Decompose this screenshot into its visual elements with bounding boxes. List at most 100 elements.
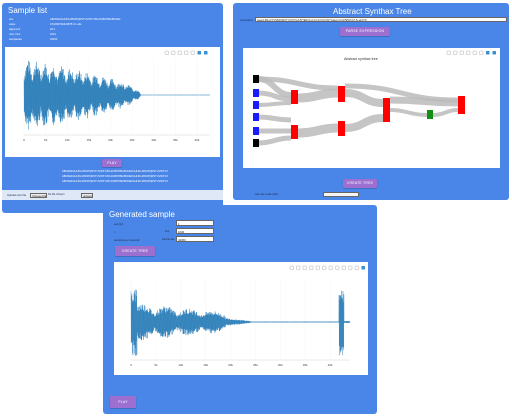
sample-list-title: Sample list (8, 6, 48, 15)
modebar-icon (190, 50, 195, 55)
modebar-icon (492, 51, 496, 55)
sample-rate-input[interactable]: 44000 (176, 236, 214, 242)
freq-input[interactable]: 1000 (176, 228, 214, 234)
modebar-icon (335, 265, 340, 270)
waveform-series (130, 289, 351, 356)
x-tick-label: 5k (44, 138, 48, 142)
no-file-text: No file chosen (48, 193, 65, 196)
choose-file-button[interactable]: Choose File (30, 192, 47, 198)
function-node (427, 110, 433, 119)
field-hint: freq (165, 230, 170, 233)
modebar-icon (302, 265, 307, 270)
info-key: num. bins (9, 33, 21, 36)
own-tree-label: Use own node track (255, 193, 278, 196)
modebar-icon (479, 50, 484, 55)
x-tick-label: 35k (303, 363, 308, 367)
modebar-icon (315, 265, 320, 270)
waveform-plot-2: 0 5k 10k 15k 20k 25k 30k 35k 40k (130, 265, 372, 367)
x-tick-label: 40k (328, 363, 333, 367)
x-tick-label: 10k (178, 363, 183, 367)
create-tree-button[interactable]: CREATE TREE (343, 179, 377, 188)
field-label: expr(x) (114, 222, 124, 226)
modebar-icon (171, 50, 176, 55)
waveform-plot-1: 0 5k 10k 15k 20k 25k 30k 35k 40k (23, 50, 211, 142)
modebar-icon (197, 51, 201, 55)
root-node (458, 96, 465, 114)
tree-link (432, 108, 459, 117)
info-key: samplerate (9, 38, 22, 41)
expr-input[interactable]: 1 (176, 220, 214, 226)
x-tick-label: 0 (130, 363, 132, 367)
operator-node (383, 98, 390, 122)
own-tree-input[interactable] (323, 192, 359, 197)
modebar-icon (204, 51, 208, 55)
sample-waveform-chart[interactable]: 0 5k 10k 15k 20k 25k 30k 35k 40k (5, 47, 220, 157)
tree-chart-title: Abstract synthax tree (344, 57, 378, 61)
tree-link (389, 108, 428, 117)
modebar-icon (177, 50, 182, 55)
tree-link (297, 123, 339, 138)
sample-list-panel: Sample list text ABCDEFGHIJKLMNOPQRSTUVW… (2, 3, 223, 213)
sample-text-line: ABCDEFGHIJKLMNOPQRSTUVWXYZ0123456789ABCD… (62, 170, 168, 173)
modebar-icon (309, 265, 314, 270)
info-value: 44100 (50, 38, 58, 41)
x-tick-label: 20k (108, 138, 113, 142)
upload-row: Upload own file Choose File No file chos… (2, 190, 223, 200)
modebar-icon (354, 265, 359, 270)
modebar-icon (164, 50, 169, 55)
tree-link (257, 90, 292, 102)
modebar-icon (453, 50, 458, 55)
syntax-tree-panel: Abstract Synthax Tree expression: (saw(x… (233, 3, 509, 200)
tree-link (344, 83, 459, 103)
syntax-tree-title: Abstract Synthax Tree (333, 7, 412, 16)
syntax-tree-chart[interactable]: Abstract synthax tree (243, 48, 500, 168)
upload-button[interactable]: upload (81, 192, 93, 198)
generated-sample-panel: Generated sample expr(x) 1 t freq 1000 s… (103, 205, 377, 414)
x-tick-label: 40k (195, 138, 200, 142)
tree-link (344, 114, 384, 132)
operator-node (291, 90, 298, 104)
field-hint: sample rate (162, 238, 175, 241)
tree-link (389, 96, 459, 107)
sample-text-line: ABCDEFGHIJKLMNOPQRSTUVWXYZ0123456789ABCD… (62, 175, 168, 178)
leaf-node (253, 127, 259, 135)
plot-modebar (446, 50, 496, 55)
x-tick-label: 30k (278, 363, 283, 367)
expression-input[interactable]: (saw(x,80)+0.5*((SIN(SIN(X*1.5))*0.5+0.5… (255, 17, 507, 22)
tree-link (297, 88, 339, 103)
operator-node (338, 86, 345, 102)
tree-link (257, 76, 339, 91)
modebar-icon (289, 265, 294, 270)
x-tick-label: 25k (130, 138, 135, 142)
x-tick-label: 25k (253, 363, 258, 367)
generated-create-tree-button[interactable]: CREATE TREE (115, 246, 155, 256)
operator-node (338, 121, 345, 136)
modebar-icon (296, 265, 301, 270)
generated-waveform-chart[interactable]: 0 5k 10k 15k 20k 25k 30k 35k 40k (114, 262, 372, 375)
plot-modebar (164, 50, 208, 55)
leaf-node (253, 113, 259, 121)
x-tick-label: 30k (151, 138, 156, 142)
play-button[interactable]: PLAY (102, 159, 122, 167)
leaf-node (253, 101, 259, 109)
parse-expression-button[interactable]: PARSE EXPRESSION (340, 27, 390, 36)
info-key: text (9, 18, 14, 21)
x-tick-label: 15k (203, 363, 208, 367)
modebar-icon (184, 50, 189, 55)
leaf-node (253, 75, 259, 83)
modebar-icon (328, 265, 333, 270)
tree-link (344, 89, 384, 107)
tree-diagram (253, 50, 496, 147)
x-tick-label: 5k (154, 363, 158, 367)
modebar-icon (486, 51, 490, 55)
modebar-icon (322, 265, 327, 270)
generated-play-button[interactable]: PLAY (110, 396, 136, 408)
own-tree-row: Use own node track (233, 190, 509, 200)
info-value: ABCDEFGHIJKLMNOPQRSTUVWXYZ0123456789ABCD… (50, 18, 121, 21)
modebar-icon (361, 266, 365, 270)
plot-modebar (289, 265, 372, 270)
field-label: t (114, 230, 115, 234)
info-value: 1024 (50, 33, 56, 36)
modebar-icon (472, 50, 477, 55)
modebar-icon (348, 265, 353, 270)
